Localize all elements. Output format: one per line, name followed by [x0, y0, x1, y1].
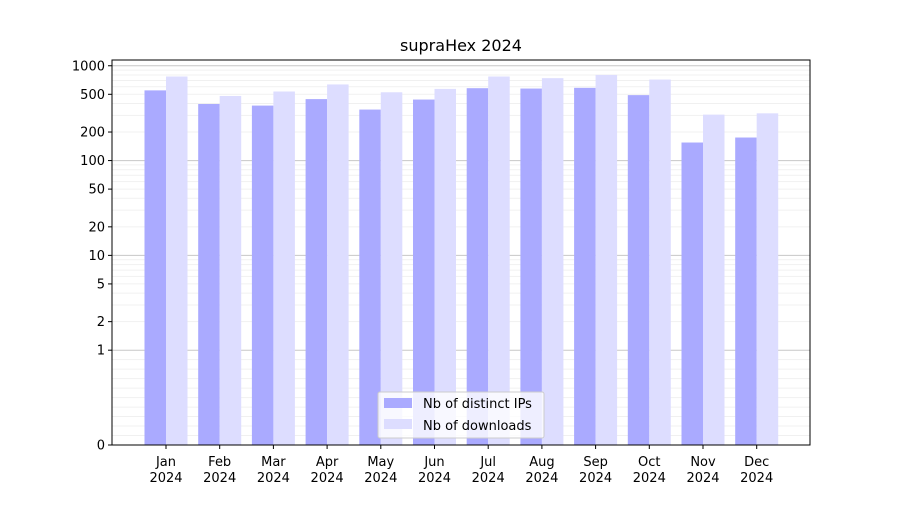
- bar-downloads: [273, 91, 295, 445]
- bar-distinct-ips: [144, 90, 166, 445]
- y-tick-label: 10: [88, 249, 105, 264]
- y-tick-label: 1: [97, 344, 105, 359]
- x-tick-label: Jun 2024: [418, 455, 451, 486]
- bars: [144, 74, 779, 446]
- plot-frame: [111, 59, 811, 446]
- bar-downloads: [434, 88, 456, 445]
- bar-downloads: [595, 74, 618, 446]
- legend-swatch-distinct-ips: [384, 398, 412, 408]
- bar-distinct-ips: [359, 109, 381, 446]
- x-tick-label: Aug 2024: [525, 455, 558, 486]
- bar-distinct-ips: [413, 99, 435, 445]
- x-tick-label: Nov 2024: [686, 455, 719, 486]
- bar-downloads: [219, 95, 242, 445]
- y-tick-label: 20: [88, 220, 105, 235]
- x-tick-label: Dec 2024: [740, 455, 773, 486]
- bar-downloads: [541, 78, 564, 446]
- x-axis-ticks: Jan 2024 Feb 2024 Mar 2024 Apr 2024 May 2024 Jun 20…: [149, 445, 773, 486]
- bar-distinct-ips: [466, 88, 489, 445]
- x-tick-label: Sep 2024: [579, 455, 612, 486]
- x-tick-label: Oct 2024: [633, 455, 666, 486]
- y-tick-label: 1000: [72, 59, 105, 74]
- x-tick-label: Jul 2024: [472, 455, 505, 486]
- bar-distinct-ips: [251, 105, 274, 445]
- bar-distinct-ips: [520, 88, 542, 445]
- x-tick-label: Feb 2024: [203, 455, 236, 486]
- x-tick-label: Mar 2024: [257, 455, 290, 486]
- bar-downloads: [756, 113, 779, 445]
- bar-downloads: [166, 76, 188, 446]
- bar-distinct-ips: [574, 87, 596, 446]
- legend-label-downloads: Nb of downloads: [423, 419, 532, 434]
- y-tick-label: 500: [80, 88, 105, 103]
- x-tick-label: Apr 2024: [311, 455, 344, 486]
- bar-distinct-ips: [627, 95, 650, 445]
- x-tick-label: Jan 2024: [149, 455, 182, 486]
- bar-downloads: [488, 76, 510, 446]
- bar-distinct-ips: [681, 142, 703, 445]
- legend-swatch-downloads: [384, 419, 412, 429]
- y-tick-label: 0: [97, 439, 105, 454]
- bar-downloads: [380, 92, 403, 445]
- chart-title: supraHex 2024: [400, 36, 522, 55]
- y-tick-label: 200: [80, 126, 105, 141]
- x-tick-label: May 2024: [364, 455, 397, 486]
- y-tick-label: 2: [97, 315, 105, 330]
- y-tick-label: 5: [97, 277, 105, 292]
- bar-downloads: [327, 84, 349, 446]
- y-tick-label: 100: [80, 154, 105, 169]
- y-tick-label: 50: [88, 183, 105, 198]
- bar-distinct-ips: [735, 137, 757, 445]
- bar-downloads: [703, 114, 725, 445]
- legend: Nb of distinct IPs Nb of downloads: [377, 391, 545, 439]
- bar-distinct-ips: [198, 104, 220, 446]
- bar-downloads: [649, 79, 671, 446]
- bar-distinct-ips: [305, 99, 328, 445]
- y-axis-ticks: 0 1 2 5 10 20 50 100 200 500 1000: [72, 59, 112, 454]
- legend-box: [377, 391, 545, 439]
- legend-label-distinct-ips: Nb of distinct IPs: [423, 397, 532, 412]
